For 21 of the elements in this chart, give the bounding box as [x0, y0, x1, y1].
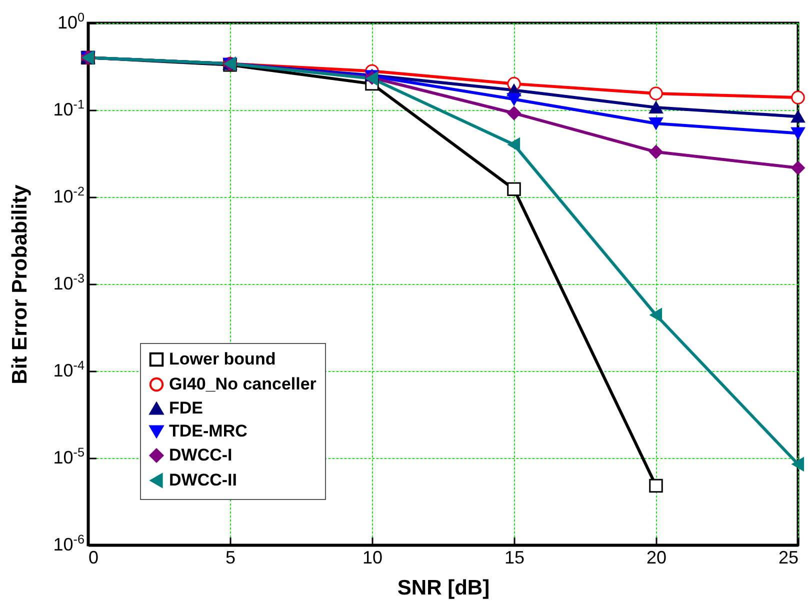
x-tick-label: 10: [362, 548, 383, 568]
x-tick-label: 20: [646, 548, 667, 568]
y-tick-label: 10$^{-1}$: [53, 98, 84, 120]
y-tick-label: 10$^{-3}$: [53, 272, 84, 294]
x-tick-label: 25: [778, 548, 798, 568]
y-tick-label: 10$^{-6}$: [53, 532, 84, 554]
y-tick-label: 10$^{0}$: [57, 10, 84, 32]
legend-label: GI40_No canceller: [169, 374, 317, 394]
legend-label: DWCC-I: [169, 446, 232, 464]
legend-label: Lower bound: [169, 350, 276, 368]
y-tick-label: 10$^{-5}$: [53, 446, 84, 468]
y-tick-label: 10$^{-2}$: [53, 184, 84, 206]
legend-label: FDE: [169, 398, 203, 418]
legend-label: DWCC-II: [169, 470, 237, 490]
x-tick-label: 0: [88, 548, 99, 568]
x-tick-label: 5: [225, 548, 236, 568]
x-axis-title: SNR [dB]: [397, 576, 490, 600]
legend-label: TDE-MRC: [169, 422, 248, 440]
x-tick-label: 15: [504, 548, 525, 568]
y-tick-label: 10$^{-4}$: [53, 358, 84, 380]
y-axis-title: Bit Error Probability: [8, 184, 32, 384]
